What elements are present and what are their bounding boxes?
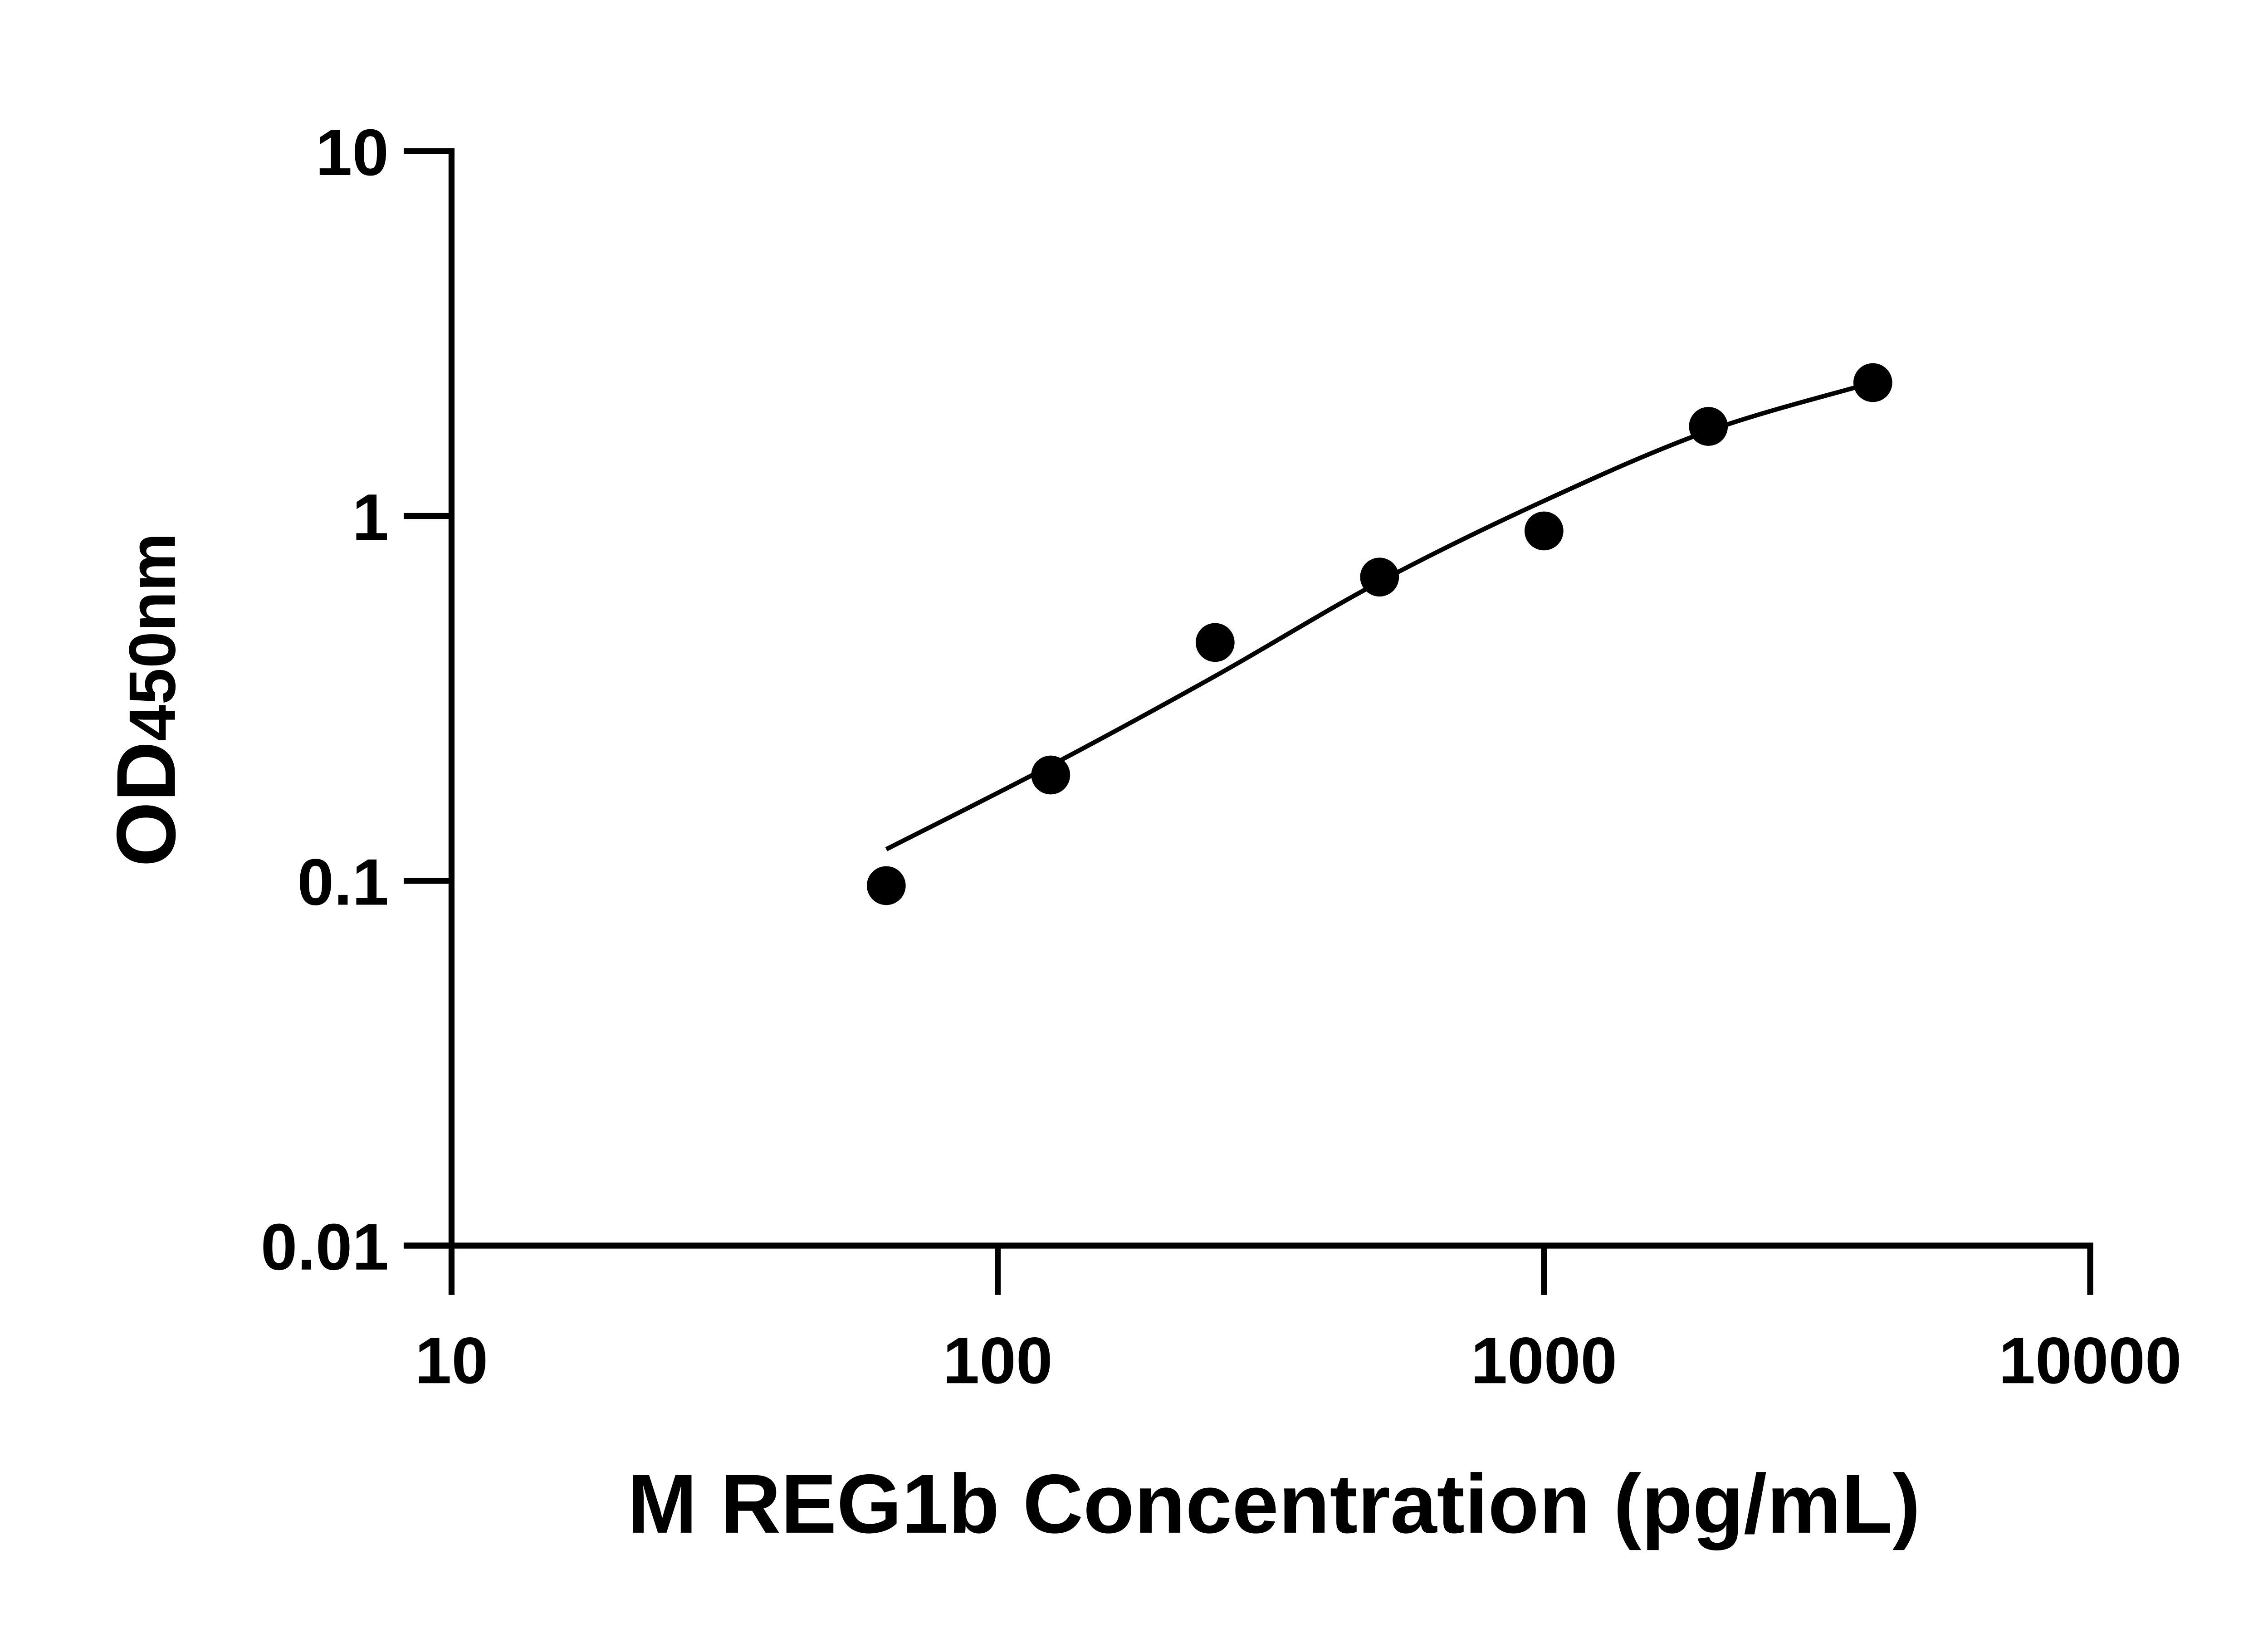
y-tick-label: 1 [352,480,389,554]
axes [403,148,2093,1249]
x-tick-label: 100 [943,1324,1053,1397]
y-tick-label: 0.1 [297,845,389,919]
data-point [1195,623,1235,662]
data-point [866,866,906,905]
data-point [1524,511,1564,551]
y-axis-label: OD450nm [100,533,193,867]
x-tick-label: 10 [415,1324,488,1397]
x-tick-label: 10000 [1999,1324,2181,1397]
y-tick-label: 0.01 [261,1210,389,1284]
data-point [1360,557,1399,597]
data-point [1689,407,1728,446]
x-tick-label: 1000 [1471,1324,1618,1397]
y-axis-label-main: OD [100,741,193,867]
data-point [1031,755,1070,795]
data-point [1853,363,1892,402]
y-axis-label-sub: 450nm [116,533,189,741]
y-tick-label: 10 [316,116,389,189]
x-axis-label: M REG1b Concentration (pg/mL) [627,1457,1921,1551]
